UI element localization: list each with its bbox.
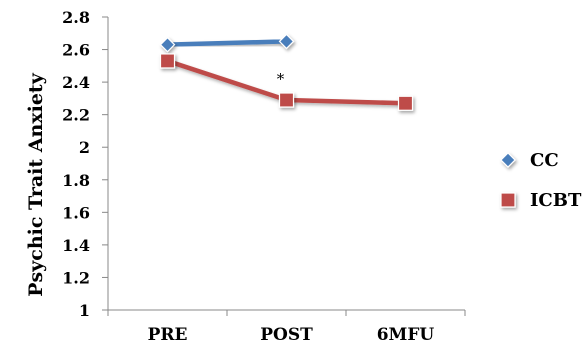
significance-asterisk: * bbox=[277, 70, 285, 88]
data-point-icbt bbox=[397, 95, 414, 111]
y-tick-label: 2.4 bbox=[62, 73, 90, 92]
x-tick-label: PRE bbox=[148, 325, 188, 345]
x-tick-labels: PRE POST 6MFU bbox=[148, 325, 435, 345]
y-tick-label: 2.8 bbox=[62, 8, 90, 27]
series-lines bbox=[159, 33, 414, 111]
axes bbox=[102, 16, 466, 316]
legend-item-cc: CC bbox=[490, 150, 559, 171]
y-tick-label: 1 bbox=[79, 301, 90, 320]
legend-label: ICBT bbox=[530, 190, 582, 211]
y-tick-label: 2.2 bbox=[62, 106, 90, 125]
series-line-cc bbox=[167, 39, 287, 47]
series-icbt bbox=[159, 53, 414, 111]
y-tick-label: 1.8 bbox=[62, 171, 90, 190]
series-cc bbox=[159, 33, 295, 53]
data-point-icbt bbox=[159, 53, 176, 69]
x-tick-label: 6MFU bbox=[377, 325, 435, 345]
data-point-icbt bbox=[278, 92, 295, 108]
y-tick-labels: 1 1.2 1.4 1.6 1.8 2 2.2 2.4 2.6 2.8 bbox=[62, 8, 90, 320]
x-tick-label: POST bbox=[260, 325, 313, 345]
y-tick-label: 2.6 bbox=[62, 41, 90, 60]
annotations: * bbox=[277, 70, 285, 88]
y-tick-label: 1.2 bbox=[62, 268, 90, 287]
y-tick-label: 1.4 bbox=[62, 236, 90, 255]
y-tick-label: 2 bbox=[79, 138, 90, 157]
y-tick-label: 1.6 bbox=[62, 203, 90, 222]
legend-label: CC bbox=[530, 150, 559, 171]
legend-item-icbt: ICBT bbox=[490, 190, 582, 211]
data-point-cc bbox=[159, 36, 176, 53]
legend: CC ICBT bbox=[490, 150, 582, 211]
data-point-cc bbox=[278, 33, 295, 50]
legend-marker bbox=[500, 152, 516, 168]
y-axis-title: Psychic Trait Anxiety bbox=[25, 72, 47, 296]
legend-marker bbox=[500, 192, 516, 208]
